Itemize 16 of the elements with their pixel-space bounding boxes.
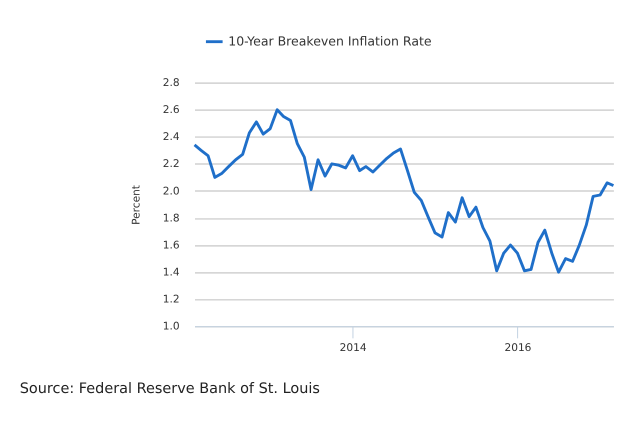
legend-label: 10-Year Breakeven Inflation Rate	[228, 34, 432, 49]
y-axis-title: Percent	[130, 185, 143, 225]
y-tick-label: 1.4	[162, 266, 180, 279]
y-tick-label: 2.8	[162, 77, 180, 90]
x-tick-label: 2016	[504, 342, 532, 354]
source-note: Source: Federal Reserve Bank of St. Louis	[20, 380, 320, 397]
y-tick-label: 2.2	[162, 158, 180, 170]
y-tick-label: 1.2	[162, 294, 180, 306]
y-tick-label: 2.0	[162, 185, 180, 198]
y-tick-label: 1.0	[162, 320, 180, 333]
y-tick-label: 2.4	[162, 131, 180, 144]
x-tick-label: 2014	[340, 342, 367, 354]
y-tick-label: 1.8	[162, 212, 180, 224]
y-tick-label: 2.6	[162, 104, 180, 116]
y-tick-label: 1.6	[162, 239, 180, 252]
line-series	[193, 108, 615, 274]
